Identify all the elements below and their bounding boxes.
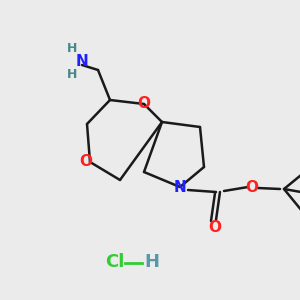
Text: N: N <box>76 55 88 70</box>
Text: H: H <box>67 43 77 56</box>
Text: O: O <box>208 220 221 236</box>
Text: O: O <box>80 154 92 169</box>
Text: H: H <box>145 253 160 271</box>
Text: N: N <box>174 179 186 194</box>
Text: H: H <box>67 68 77 80</box>
Text: O: O <box>137 97 151 112</box>
Text: O: O <box>245 179 259 194</box>
Text: Cl: Cl <box>105 253 125 271</box>
